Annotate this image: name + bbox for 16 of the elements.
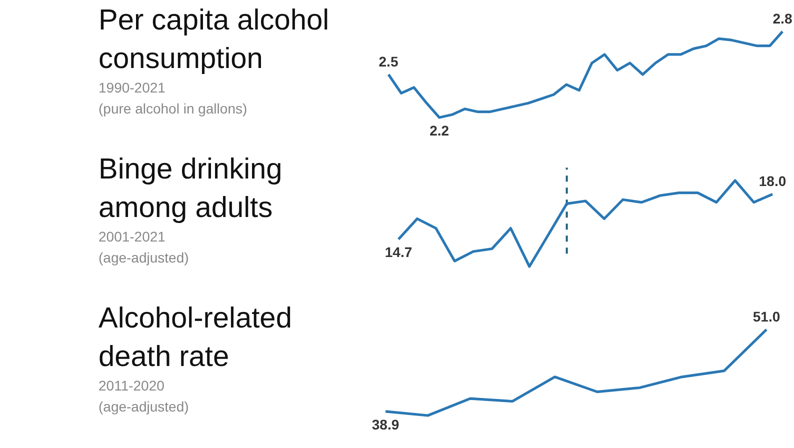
data-label: 51.0 — [752, 308, 780, 324]
text: (age-adjusted) — [98, 250, 189, 266]
chart-title: Per capita alcohol consumption — [98, 4, 330, 75]
text: 1990-2021 — [98, 80, 166, 96]
data-label: 38.9 — [372, 416, 400, 432]
text: 2011-2020 — [98, 378, 165, 394]
chart-title: Alcohol-related death rate — [98, 302, 292, 373]
data-label: 14.7 — [384, 244, 412, 260]
text: 2001-2021 — [98, 228, 166, 244]
data-label: 2.5 — [378, 54, 398, 70]
data-label: 2.8 — [772, 10, 792, 26]
data-label: 2.2 — [430, 122, 450, 138]
data-label: 18.0 — [758, 173, 786, 190]
text: (age-adjusted) — [98, 398, 189, 414]
text: (pure alcohol in gallons) — [98, 100, 248, 116]
chart-title: Binge drinking among adults — [98, 154, 282, 224]
